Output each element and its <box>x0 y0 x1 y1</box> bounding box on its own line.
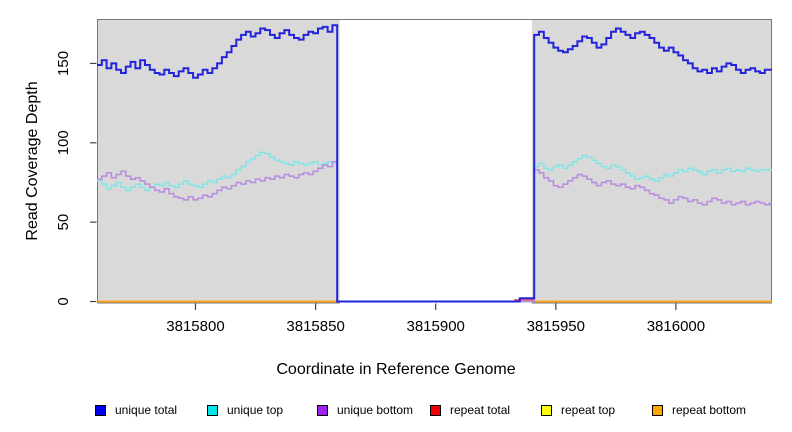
legend-item: repeat bottom <box>652 401 746 419</box>
series-line-unique-total <box>97 24 772 303</box>
y-axis-title: Read Coverage Depth <box>24 81 41 241</box>
legend-label: unique bottom <box>337 403 414 417</box>
legend-label: repeat top <box>561 403 616 417</box>
x-tick-label: 3815800 <box>166 318 224 335</box>
legend-swatch-repeat-bottom <box>652 404 663 416</box>
legend: unique total unique top unique bottom repea… <box>0 401 792 421</box>
y-tick-label: 50 <box>55 214 72 231</box>
x-tick-label: 3815900 <box>406 318 464 335</box>
legend-swatch-unique-total <box>95 404 106 416</box>
legend-label: repeat bottom <box>672 403 747 417</box>
legend-item: repeat total <box>430 401 510 419</box>
y-tick-label: 150 <box>55 51 72 76</box>
legend-swatch-unique-top <box>207 404 218 416</box>
masked-region <box>339 20 532 305</box>
x-axis-title: Coordinate in Reference Genome <box>276 361 516 378</box>
x-tick-label: 3816000 <box>647 318 705 335</box>
legend-swatch-repeat-top <box>541 404 552 416</box>
legend-label: unique top <box>227 403 284 417</box>
legend-label: unique total <box>115 403 178 417</box>
legend-swatch-unique-bottom <box>317 404 328 416</box>
legend-swatch-repeat-total <box>430 404 441 416</box>
legend-item: unique total <box>95 401 177 419</box>
legend-label: repeat total <box>450 403 511 417</box>
series-layer <box>97 24 772 303</box>
legend-item: unique bottom <box>317 401 413 419</box>
legend-item: unique top <box>207 401 283 419</box>
y-tick-label: 100 <box>55 130 72 155</box>
y-tick-label: 0 <box>55 297 72 305</box>
legend-item: repeat top <box>541 401 615 419</box>
x-tick-label: 3815950 <box>527 318 585 335</box>
x-tick-label: 3815850 <box>286 318 344 335</box>
